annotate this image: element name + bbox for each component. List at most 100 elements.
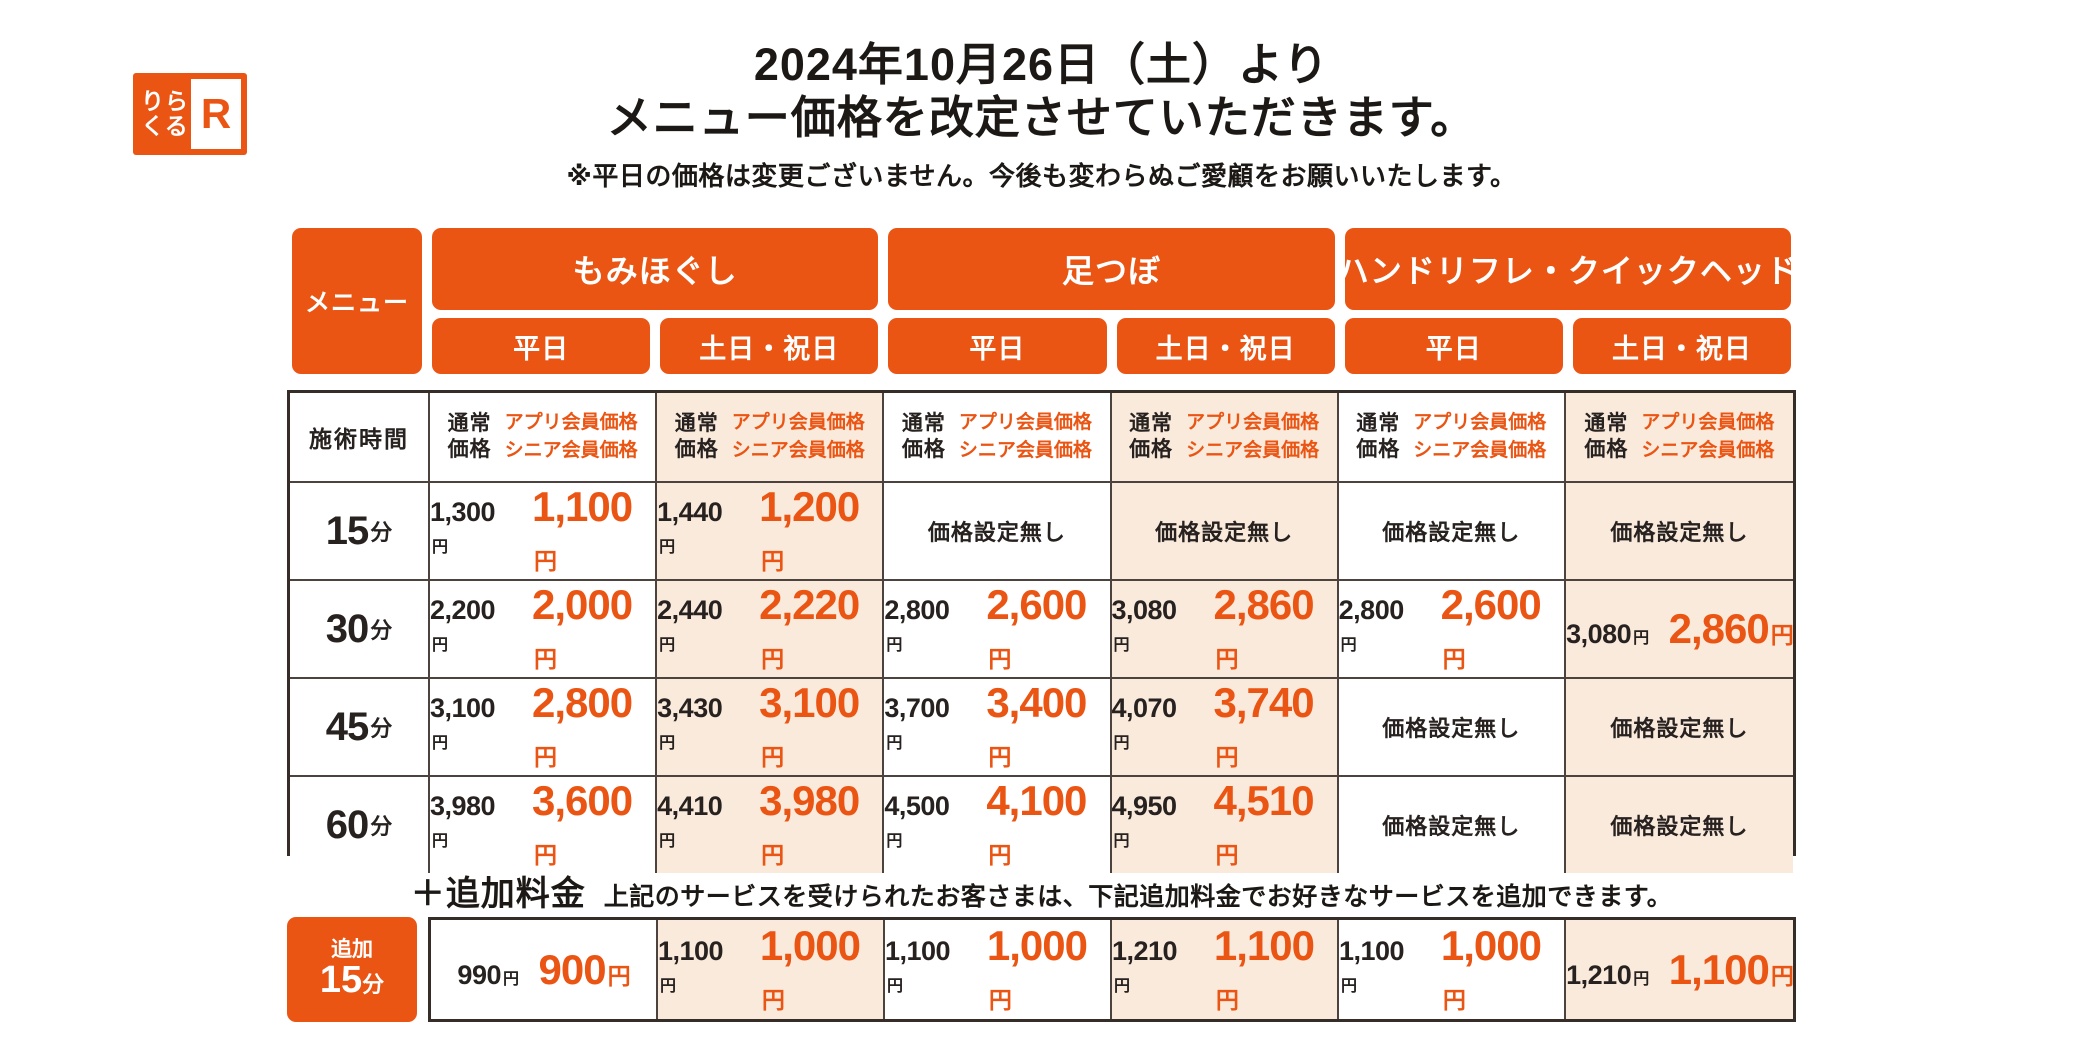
menu-group-header-0: もみほぐし	[432, 228, 879, 310]
yen-suffix: 円	[761, 646, 784, 672]
menu-group-header-1: 足つぼ	[888, 228, 1335, 310]
day-header-0-0: 平日	[432, 318, 651, 374]
price-cell: 4,500円 4,100円	[884, 777, 1112, 873]
price-cell: 4,070円 3,740円	[1111, 679, 1339, 777]
yen-suffix: 円	[761, 744, 784, 770]
yen-suffix: 円	[886, 637, 902, 654]
regular-price: 1,440円	[657, 497, 723, 556]
member-price-header: アプリ会員価格 シニア会員価格	[731, 412, 865, 461]
addon-time-label: 15分	[319, 958, 385, 1001]
price-pair: 2,800円 2,600円	[1339, 581, 1564, 677]
member-price: 2,600円	[986, 581, 1087, 672]
regular-price: 990 円	[457, 959, 519, 990]
time-number: 30	[325, 606, 369, 651]
price-type-wrap: 通常 価格 アプリ会員価格 シニア会員価格	[1129, 409, 1319, 464]
yen-suffix: 円	[1113, 735, 1130, 752]
title-block: 2024年10月26日（土）より メニュー価格を改定させていただきます。 ※平日…	[0, 38, 2083, 193]
member-price: 2,600円	[1440, 581, 1542, 672]
no-price-label: 価格設定無し	[1610, 716, 1749, 741]
yen-suffix: 円	[1633, 630, 1649, 647]
day-header-row: 平日 土日・祝日 平日 土日・祝日 平日 土日・祝日	[427, 318, 1796, 374]
member-price-header: アプリ会員価格 シニア会員価格	[1186, 412, 1320, 461]
price-type-header: 通常 価格 アプリ会員価格 シニア会員価格	[1338, 393, 1566, 483]
yen-suffix: 円	[502, 970, 519, 988]
no-price-label: 価格設定無し	[1382, 716, 1521, 741]
menu-group-header-2: ハンドリフレ・クイックヘッド	[1344, 228, 1791, 310]
yen-suffix: 円	[887, 977, 903, 995]
menu-group-header-row: もみほぐし 足つぼ ハンドリフレ・クイックヘッド	[427, 228, 1796, 310]
time-row-header-30: 30 分	[290, 581, 430, 679]
yen-suffix: 円	[1633, 970, 1649, 988]
time-unit: 分	[370, 618, 393, 643]
regular-price: 3,700円	[884, 693, 950, 752]
yen-suffix: 円	[432, 735, 448, 752]
regular-price: 4,070円	[1111, 693, 1178, 752]
regular-price: 2,800円	[884, 595, 950, 654]
addon-heading-label: ＋追加料金	[410, 875, 586, 913]
no-price-cell: 価格設定無し	[884, 483, 1112, 581]
day-header-1-0: 平日	[888, 318, 1107, 374]
time-unit: 分	[370, 814, 393, 839]
yen-suffix: 円	[761, 986, 785, 1013]
yen-suffix: 円	[533, 842, 557, 868]
no-price-cell: 価格設定無し	[1565, 679, 1793, 777]
price-type-header: 通常 価格 アプリ会員価格 シニア会員価格	[1565, 393, 1793, 483]
price-type-header: 通常 価格 アプリ会員価格 シニア会員価格	[1111, 393, 1339, 483]
regular-price-header: 通常 価格	[447, 411, 492, 461]
yen-suffix: 円	[988, 646, 1011, 672]
price-cell: 1,440円 1,200円	[657, 483, 885, 581]
price-type-wrap: 通常 価格 アプリ会員価格 シニア会員価格	[1356, 409, 1546, 464]
yen-suffix: 円	[533, 744, 557, 770]
regular-price: 1,210円	[1112, 935, 1178, 995]
no-price-label: 価格設定無し	[1382, 814, 1521, 839]
addon-label-small: 追加	[331, 937, 373, 961]
yen-suffix: 円	[988, 842, 1011, 868]
price-cell: 2,200円 2,000円	[430, 581, 658, 679]
price-cell: 3,430円 3,100円	[657, 679, 885, 777]
regular-price: 4,410円	[657, 791, 723, 850]
yen-suffix: 円	[607, 962, 631, 989]
price-cell: 4,950円 4,510円	[1111, 777, 1339, 873]
addon-heading: ＋追加料金 上記のサービスを受けられたお客さまは、下記追加料金でお好きなサービス…	[287, 866, 1796, 913]
price-pair: 1,100円 1,000円	[658, 922, 883, 1018]
price-cell: 3,080円 2,860円	[1111, 581, 1339, 679]
regular-price-header: 通常 価格	[1356, 411, 1401, 461]
no-price-cell: 価格設定無し	[1111, 483, 1339, 581]
price-table: 施術時間 通常 価格 アプリ会員価格 シニア会員価格 通常 価格 アプリ会員価格 シニア会員価格…	[287, 390, 1796, 873]
yen-suffix: 円	[533, 646, 557, 672]
member-price-header: アプリ会員価格 シニア会員価格	[1413, 412, 1547, 461]
price-pair: 3,430円 3,100円	[657, 679, 882, 775]
no-price-label: 価格設定無し	[1155, 520, 1294, 545]
yen-suffix: 円	[1215, 842, 1238, 868]
price-pair: 4,950円 4,510円	[1112, 777, 1337, 873]
yen-suffix: 円	[1114, 977, 1130, 995]
yen-suffix: 円	[432, 637, 448, 654]
member-price: 3,600円	[531, 777, 633, 868]
price-type-wrap: 通常 価格 アプリ会員価格 シニア会員価格	[448, 409, 638, 464]
price-cell: 3,100円 2,800円	[430, 679, 658, 777]
yen-suffix: 円	[659, 833, 675, 850]
logo-kana-top: りら	[141, 88, 189, 115]
member-price: 900円	[538, 945, 631, 993]
logo-kana-text: りら くる	[139, 89, 191, 139]
yen-suffix: 円	[533, 548, 557, 574]
member-price: 1,000円	[1440, 921, 1542, 1013]
yen-suffix: 円	[1215, 744, 1238, 770]
regular-price: 2,800円	[1338, 595, 1405, 654]
price-type-header: 通常 価格 アプリ会員価格 シニア会員価格	[884, 393, 1112, 483]
price-pair: 2,800円 2,600円	[884, 581, 1109, 677]
price-cell: 3,700円 3,400円	[884, 679, 1112, 777]
member-price: 1,100円	[1668, 945, 1794, 993]
member-price: 3,400円	[986, 679, 1087, 770]
logo-r-letter: R	[200, 90, 232, 137]
no-price-cell: 価格設定無し	[1338, 777, 1566, 873]
member-price: 3,100円	[759, 679, 860, 770]
price-pair: 2,200円 2,000円	[430, 581, 655, 677]
price-cell: 1,300円 1,100円	[430, 483, 658, 581]
yen-suffix: 円	[659, 637, 675, 654]
